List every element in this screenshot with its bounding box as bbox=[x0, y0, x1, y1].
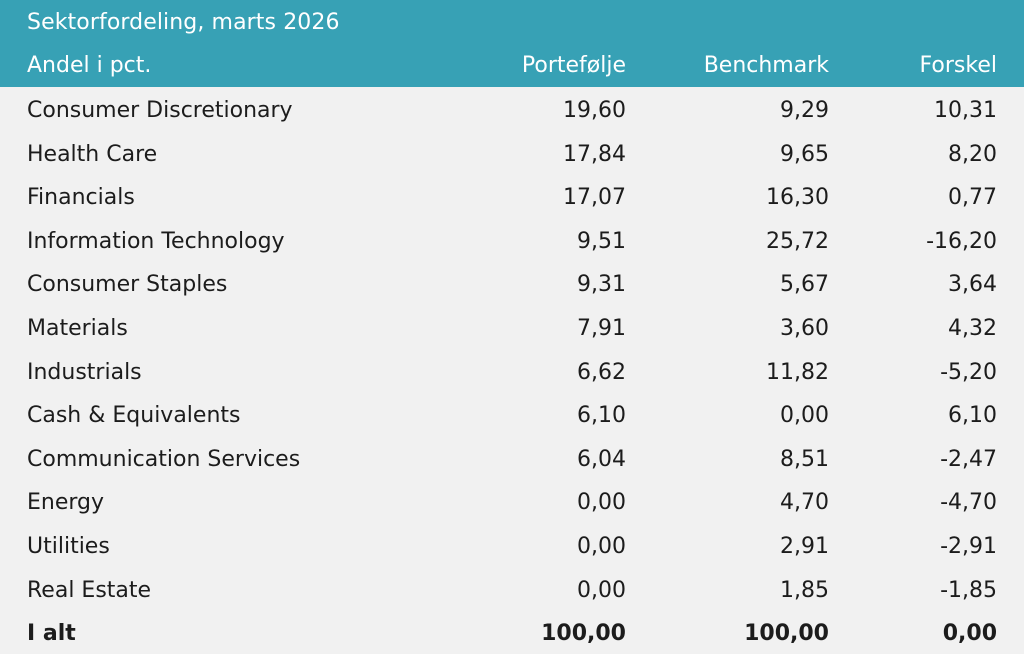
sector-name: Consumer Staples bbox=[27, 272, 228, 298]
difference-value: -5,20 bbox=[940, 359, 997, 385]
benchmark-value: 11,82 bbox=[766, 359, 829, 385]
sector-name: Cash & Equivalents bbox=[27, 403, 241, 429]
table-row: Real Estate 0,00 1,85 -1,85 bbox=[0, 568, 1024, 611]
portfolio-value: 0,00 bbox=[577, 534, 626, 559]
benchmark-value: 3,60 bbox=[780, 316, 829, 341]
difference-value: -2,47 bbox=[940, 446, 997, 472]
table-header: Sektorfordeling, marts 2026 Andel i pct.… bbox=[0, 0, 1024, 87]
column-header-share: Andel i pct. bbox=[27, 53, 152, 78]
sector-name: I alt bbox=[27, 621, 76, 647]
difference-value: 8,20 bbox=[948, 141, 997, 167]
portfolio-value: 9,31 bbox=[577, 272, 626, 298]
difference-value: 10,31 bbox=[934, 98, 997, 123]
sector-name: Materials bbox=[27, 316, 128, 341]
sector-name: Communication Services bbox=[27, 446, 301, 472]
benchmark-value: 2,91 bbox=[780, 534, 829, 559]
benchmark-value: 16,30 bbox=[766, 185, 829, 211]
portfolio-value: 9,51 bbox=[577, 228, 626, 254]
table-row: Energy 0,00 4,70 -4,70 bbox=[0, 480, 1024, 523]
sector-name: Information Technology bbox=[27, 228, 285, 254]
difference-value: 0,77 bbox=[948, 185, 997, 211]
portfolio-value: 6,62 bbox=[577, 359, 626, 385]
table-row: Cash & Equivalents 6,10 0,00 6,10 bbox=[0, 393, 1024, 436]
sector-name: Financials bbox=[27, 185, 135, 211]
benchmark-value: 8,51 bbox=[780, 446, 829, 472]
portfolio-value: 17,84 bbox=[563, 141, 626, 167]
table-row: Health Care 17,84 9,65 8,20 bbox=[0, 132, 1024, 175]
difference-value: 6,10 bbox=[948, 403, 997, 429]
portfolio-value: 17,07 bbox=[563, 185, 626, 211]
portfolio-value: 100,00 bbox=[541, 621, 626, 647]
difference-value: 4,32 bbox=[948, 316, 997, 341]
table-total-row: I alt 100,00 100,00 0,00 bbox=[0, 611, 1024, 654]
sector-name: Utilities bbox=[27, 534, 110, 559]
table-row: Consumer Discretionary 19,60 9,29 10,31 bbox=[0, 88, 1024, 131]
portfolio-value: 19,60 bbox=[563, 98, 626, 123]
benchmark-value: 0,00 bbox=[780, 403, 829, 429]
portfolio-value: 0,00 bbox=[577, 490, 626, 516]
table-row: Financials 17,07 16,30 0,77 bbox=[0, 175, 1024, 218]
difference-value: 3,64 bbox=[948, 272, 997, 298]
benchmark-value: 1,85 bbox=[780, 577, 829, 603]
table-row: Materials 7,91 3,60 4,32 bbox=[0, 306, 1024, 349]
benchmark-value: 100,00 bbox=[744, 621, 829, 647]
difference-value: -1,85 bbox=[940, 577, 997, 603]
table-row: Information Technology 9,51 25,72 -16,20 bbox=[0, 219, 1024, 262]
column-header-portfolio: Portefølje bbox=[521, 53, 626, 78]
table-row: Industrials 6,62 11,82 -5,20 bbox=[0, 350, 1024, 393]
sector-name: Consumer Discretionary bbox=[27, 98, 293, 123]
portfolio-value: 6,04 bbox=[577, 446, 626, 472]
difference-value: -4,70 bbox=[940, 490, 997, 516]
table-row: Utilities 0,00 2,91 -2,91 bbox=[0, 524, 1024, 567]
difference-value: -16,20 bbox=[926, 228, 997, 254]
table-title: Sektorfordeling, marts 2026 bbox=[27, 10, 340, 35]
portfolio-value: 7,91 bbox=[577, 316, 626, 341]
table-row: Consumer Staples 9,31 5,67 3,64 bbox=[0, 262, 1024, 305]
benchmark-value: 9,29 bbox=[780, 98, 829, 123]
sector-name: Industrials bbox=[27, 359, 142, 385]
table-row: Communication Services 6,04 8,51 -2,47 bbox=[0, 437, 1024, 480]
column-header-difference: Forskel bbox=[919, 53, 997, 78]
sector-name: Energy bbox=[27, 490, 105, 516]
difference-value: 0,00 bbox=[942, 621, 997, 647]
portfolio-value: 0,00 bbox=[577, 577, 626, 603]
portfolio-value: 6,10 bbox=[577, 403, 626, 429]
difference-value: -2,91 bbox=[940, 534, 997, 559]
column-header-row: Andel i pct. Portefølje Benchmark Forske… bbox=[0, 53, 1024, 83]
sector-name: Real Estate bbox=[27, 577, 152, 603]
benchmark-value: 25,72 bbox=[766, 228, 829, 254]
column-header-benchmark: Benchmark bbox=[703, 53, 829, 78]
sector-name: Health Care bbox=[27, 141, 158, 167]
benchmark-value: 4,70 bbox=[780, 490, 829, 516]
benchmark-value: 5,67 bbox=[780, 272, 829, 298]
benchmark-value: 9,65 bbox=[780, 141, 829, 167]
